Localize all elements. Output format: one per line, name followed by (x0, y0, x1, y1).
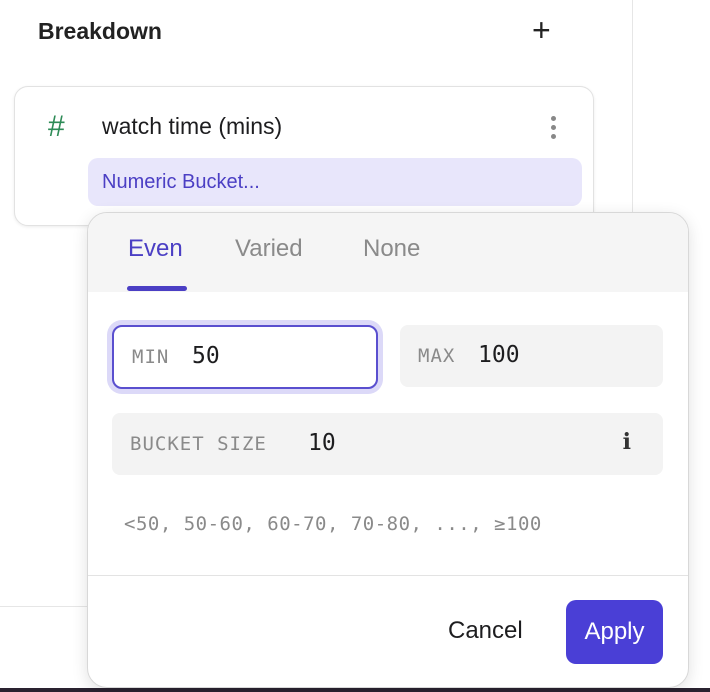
breakdown-title: Breakdown (38, 18, 162, 44)
max-value: 100 (478, 342, 520, 368)
footer-divider (88, 575, 688, 576)
max-label: MAX (418, 345, 456, 367)
bucket-preview: <50, 50-60, 60-70, 70-80, ..., ≥100 (124, 513, 542, 535)
window-edge (0, 688, 710, 692)
kebab-icon[interactable] (545, 114, 561, 142)
min-label: MIN (132, 346, 170, 368)
tab-varied[interactable]: Varied (235, 235, 303, 262)
plus-icon[interactable]: + (532, 12, 551, 48)
property-name: watch time (mins) (102, 113, 283, 139)
tab-bar: Even Varied None (88, 213, 688, 292)
section-divider (0, 606, 100, 607)
min-value: 50 (192, 343, 220, 369)
numeric-bucket-chip[interactable]: Numeric Bucket... (88, 158, 582, 206)
hash-icon: # (48, 110, 65, 143)
bucket-size-label: BUCKET SIZE (130, 433, 267, 455)
tab-none[interactable]: None (363, 235, 421, 262)
tab-even[interactable]: Even (128, 235, 183, 262)
bucket-popover: Even Varied None MIN 50 MAX 100 BUCKET S… (87, 212, 689, 688)
apply-button[interactable]: Apply (566, 600, 663, 664)
min-input[interactable]: MIN 50 (112, 325, 378, 389)
cancel-button[interactable]: Cancel (448, 617, 523, 644)
chip-label: Numeric Bucket... (102, 171, 260, 193)
active-tab-indicator (127, 286, 187, 291)
bucket-size-input[interactable]: BUCKET SIZE 10 i (112, 413, 663, 475)
bucket-size-value: 10 (308, 430, 336, 456)
info-icon[interactable]: i (622, 429, 631, 455)
max-input[interactable]: MAX 100 (400, 325, 663, 387)
